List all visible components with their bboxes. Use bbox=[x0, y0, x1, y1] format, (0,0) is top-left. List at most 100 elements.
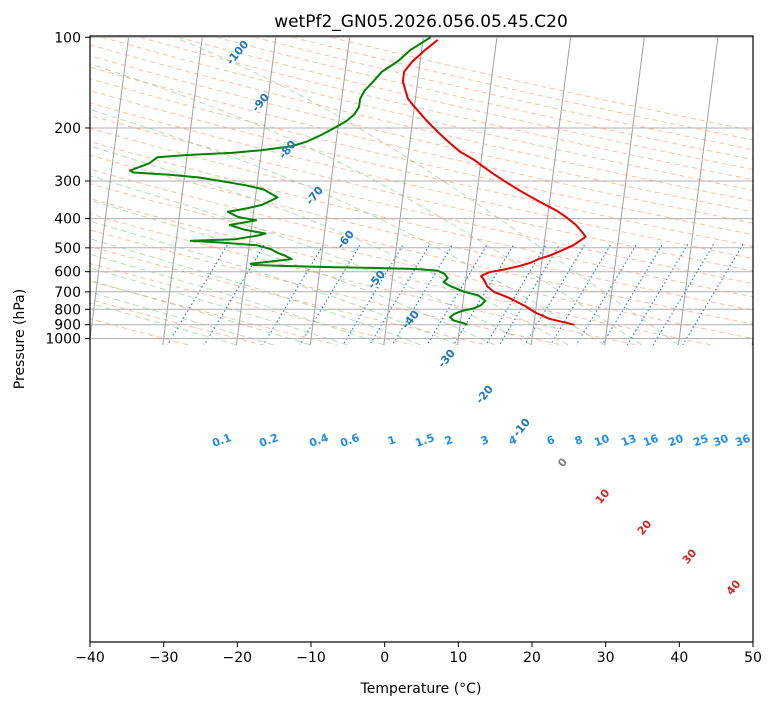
dry-adiabat bbox=[90, 229, 562, 346]
mixing-ratio-label: 0.4 bbox=[307, 431, 330, 450]
mixing-ratio-line bbox=[391, 245, 453, 346]
moist-adiabat bbox=[90, 108, 606, 346]
dry-adiabat bbox=[139, 36, 753, 181]
moist-adiabat bbox=[90, 279, 311, 346]
isotherm-value-label: -20 bbox=[473, 383, 496, 407]
dry-adiabat bbox=[90, 318, 189, 346]
mixing-ratio-line bbox=[342, 245, 403, 346]
x-tick-label: 50 bbox=[744, 650, 762, 666]
mixing-ratio-line bbox=[369, 245, 430, 346]
mixing-ratio-label: 16 bbox=[641, 432, 660, 450]
isotherm-line bbox=[678, 37, 719, 345]
dry-adiabat bbox=[216, 36, 753, 161]
dry-adiabat bbox=[90, 114, 753, 272]
dry-adiabat bbox=[90, 280, 338, 346]
isotherm-line bbox=[457, 37, 498, 345]
x-axis: −40 −30 −20 −10 0 10 20 30 40 50 bbox=[75, 642, 762, 666]
isotherm-value-label: 0 bbox=[555, 455, 570, 469]
mixing-ratio-label: 0.6 bbox=[338, 431, 361, 450]
mixing-ratio-line bbox=[262, 244, 324, 346]
x-axis-label: Temperature (°C) bbox=[360, 681, 482, 697]
isotherm-value-label: 20 bbox=[635, 517, 655, 537]
y-axis-label: Pressure (hPa) bbox=[12, 289, 28, 389]
grid-lines bbox=[90, 36, 753, 345]
x-tick-label: 10 bbox=[449, 650, 467, 666]
temperature-profile-line bbox=[401, 39, 587, 326]
chart-title: wetPf2_GN05.2026.056.05.45.C20 bbox=[274, 12, 568, 32]
isotherm-line bbox=[236, 37, 277, 345]
mixing-ratio-label: 0.2 bbox=[257, 431, 280, 450]
isotherm-value-label: 40 bbox=[724, 577, 744, 597]
mixing-ratio-line bbox=[575, 244, 637, 346]
mixing-ratio-label: 0.1 bbox=[210, 431, 233, 450]
y-tick-label: 400 bbox=[54, 212, 81, 228]
isotherm-value-label: 30 bbox=[680, 546, 700, 566]
mixing-ratio-line bbox=[166, 244, 228, 346]
mixing-ratio-line bbox=[299, 244, 361, 346]
mixing-ratio-line bbox=[485, 245, 546, 346]
mixing-ratio-label: 6 bbox=[545, 433, 557, 448]
mixing-ratio-label: 13 bbox=[619, 432, 638, 449]
x-tick-label: 20 bbox=[523, 650, 541, 666]
mixing-ratio-label: 2 bbox=[443, 433, 455, 448]
moist-adiabat bbox=[90, 267, 348, 346]
mixing-ratio-label: 4 bbox=[507, 433, 519, 448]
mixing-ratio-line bbox=[549, 244, 611, 346]
isotherm-value-label: -30 bbox=[435, 347, 458, 371]
x-tick-label: 0 bbox=[380, 650, 389, 666]
isotherm-value-label: 10 bbox=[593, 486, 613, 506]
y-tick-label: 600 bbox=[54, 265, 81, 281]
y-tick-label: 200 bbox=[54, 121, 81, 137]
mixing-ratio-line bbox=[453, 245, 514, 346]
moist-adiabat bbox=[90, 253, 384, 346]
mixing-ratio-label: 25 bbox=[691, 432, 710, 449]
x-tick-label: −10 bbox=[296, 650, 326, 666]
isotherm-line bbox=[751, 334, 753, 345]
mixing-ratio-label: 1.5 bbox=[413, 431, 436, 450]
mixing-ratio-label: 8 bbox=[573, 433, 585, 448]
moist-adiabat bbox=[173, 36, 679, 346]
y-tick-label: 1000 bbox=[45, 332, 81, 348]
mixing-ratio-label: 36 bbox=[733, 432, 752, 450]
mixing-ratio-line bbox=[524, 244, 585, 346]
isotherm-value-label: -70 bbox=[303, 184, 326, 208]
y-tick-label: 900 bbox=[54, 318, 81, 334]
mixing-ratio-label: 1 bbox=[386, 433, 398, 448]
isotherm-line bbox=[162, 37, 203, 345]
x-tick-label: 30 bbox=[597, 650, 615, 666]
dry-adiabat bbox=[90, 127, 753, 285]
mixing-ratio-label: 10 bbox=[592, 432, 611, 450]
y-tick-label: 700 bbox=[54, 285, 81, 301]
mixing-ratio-line bbox=[203, 244, 265, 346]
x-tick-label: −20 bbox=[223, 650, 253, 666]
x-tick-label: −30 bbox=[149, 650, 179, 666]
x-tick-label: 40 bbox=[670, 650, 688, 666]
dewpoint-profile-line bbox=[128, 36, 487, 326]
y-tick-label: 500 bbox=[54, 241, 81, 257]
isotherm-line bbox=[604, 37, 645, 345]
dry-adiabat bbox=[90, 44, 753, 202]
mixing-ratio-label: 20 bbox=[666, 432, 685, 450]
moist-adiabat bbox=[90, 145, 569, 346]
moist-adiabat bbox=[90, 220, 458, 346]
isotherm-line bbox=[383, 37, 424, 345]
mixing-ratio-line bbox=[682, 244, 744, 346]
mixing-ratio-line bbox=[652, 244, 714, 346]
dry-adiabat bbox=[101, 36, 753, 191]
y-tick-label: 800 bbox=[54, 302, 81, 318]
moist-adiabat bbox=[90, 238, 421, 346]
dry-adiabat bbox=[330, 36, 753, 132]
isotherm-line bbox=[309, 37, 351, 345]
dry-adiabat bbox=[90, 183, 753, 340]
x-tick-label: −40 bbox=[75, 650, 105, 666]
mixing-ratio-line bbox=[601, 244, 663, 346]
mixing-ratio-label: 3 bbox=[479, 433, 491, 448]
mixing-ratio-line bbox=[426, 245, 487, 346]
isotherm-line bbox=[90, 37, 130, 343]
dry-adiabat bbox=[90, 90, 753, 247]
background-lines bbox=[90, 36, 753, 346]
dry-adiabat bbox=[90, 141, 753, 298]
